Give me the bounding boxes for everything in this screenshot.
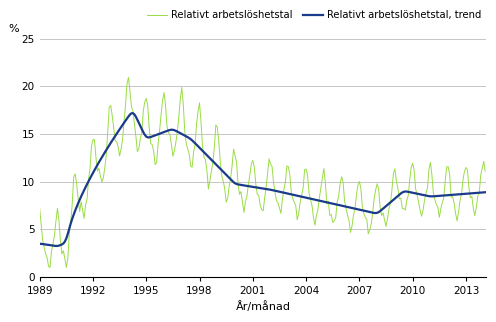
Relativt arbetslöshetstal, trend [53,244,59,248]
Relativt arbetslöshetstal [349,224,355,228]
Relativt arbetslöshetstal [401,207,407,211]
Relativt arbetslöshetstal [183,141,189,145]
Relativt arbetslöshetstal, trend [183,134,189,138]
Relativt arbetslöshetstal, trend [130,111,136,115]
Line: Relativt arbetslöshetstal: Relativt arbetslöshetstal [40,77,485,267]
Relativt arbetslöshetstal [37,207,43,211]
Relativt arbetslöshetstal, trend [37,242,43,246]
Relativt arbetslöshetstal, trend [460,192,466,196]
Relativt arbetslöshetstal, trend [401,190,407,194]
Relativt arbetslöshetstal, trend [448,193,454,197]
Relativt arbetslöshetstal, trend [349,206,355,210]
Text: %: % [8,24,19,34]
Relativt arbetslöshetstal [47,265,53,269]
Relativt arbetslöshetstal [448,195,454,199]
Line: Relativt arbetslöshetstal, trend: Relativt arbetslöshetstal, trend [40,113,485,246]
Relativt arbetslöshetstal, trend [463,192,469,196]
X-axis label: År/månad: År/månad [236,301,290,312]
Legend: Relativt arbetslöshetstal, Relativt arbetslöshetstal, trend: Relativt arbetslöshetstal, Relativt arbe… [147,10,481,20]
Relativt arbetslöshetstal [125,75,131,79]
Relativt arbetslöshetstal [460,178,466,182]
Relativt arbetslöshetstal [463,166,469,169]
Relativt arbetslöshetstal, trend [482,190,488,194]
Relativt arbetslöshetstal [482,169,488,173]
